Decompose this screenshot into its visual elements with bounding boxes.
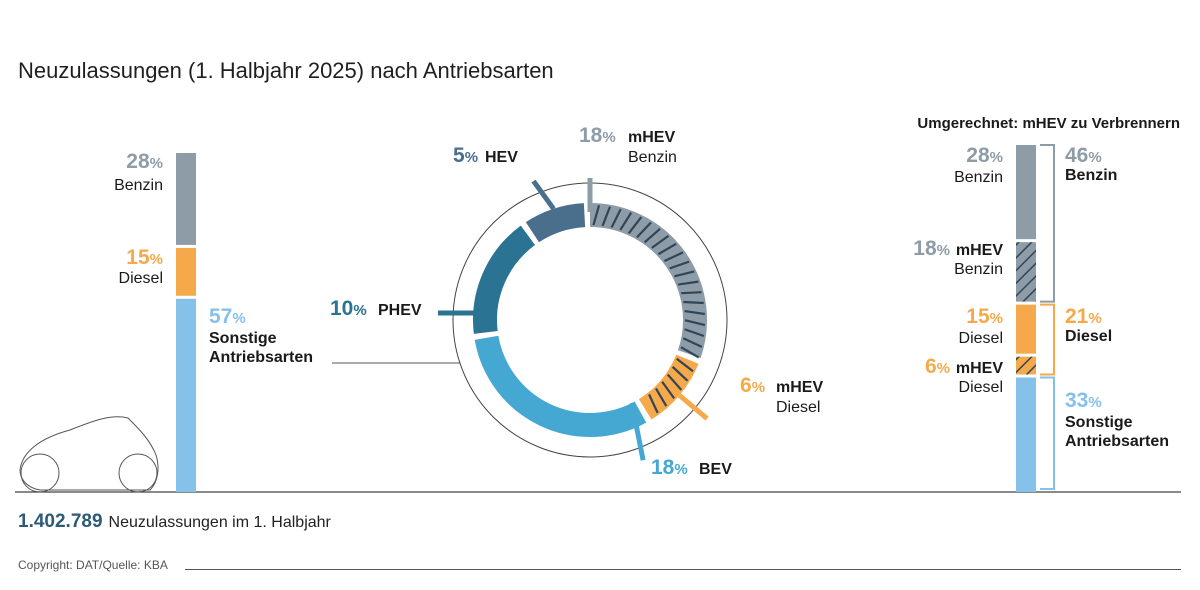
donut-hatch-tick (661, 381, 676, 399)
donut-chart: 18% mHEV Benzin 6% mHEV Diesel 18% BEV 10% PHEV 5%… (330, 124, 823, 479)
donut-hatch-tick (676, 357, 694, 373)
donut-hatch-tick (654, 387, 668, 407)
right-bar-segment-mhev-diesel (1016, 356, 1036, 375)
donut-hatch-tick (592, 205, 601, 226)
right-label-diesel-name: Diesel (959, 330, 1003, 347)
donut-slice-phev (473, 225, 536, 334)
donut-label-mhev-benzin-line2: Benzin (628, 149, 677, 166)
callout-bev (629, 402, 646, 461)
donut-label-hev-line1: HEV (485, 149, 518, 166)
right-label-benzin-pct: 28% (966, 144, 1003, 167)
right-bar-segment-benzin (1016, 145, 1036, 240)
right-label-mhev-diesel-pct: 6% (925, 355, 950, 378)
donut-hatch-tick (683, 300, 704, 305)
right-total-benzin-pct: 46% (1065, 144, 1102, 167)
right-bar-segment-sonstige (1016, 377, 1036, 492)
right-label-mhev-benzin-pct: 18% (913, 237, 950, 260)
right-total-diesel-pct: 21% (1065, 305, 1102, 328)
donut-hatch-tick (671, 366, 689, 382)
donut-hatch-tick (648, 393, 659, 414)
donut-label-mhev-benzin-line1: mHEV (628, 129, 675, 146)
donut-slice-hev (525, 203, 586, 243)
right-label-benzin-name: Benzin (954, 169, 1003, 186)
copyright-rule (185, 569, 1181, 570)
donut-label-phev-pct: 10% (330, 297, 367, 320)
donut-hatch-tick (677, 280, 699, 286)
car-outline-icon (19, 416, 159, 493)
donut-hatch-tick (663, 251, 684, 262)
donut-hatch-tick (684, 309, 705, 316)
left-label-sonstige-line2: Antriebsarten (209, 349, 313, 366)
right-total-sonstige-line2: Antriebsarten (1065, 433, 1169, 450)
right-label-mhev-benzin-line2: Benzin (954, 261, 1003, 278)
donut-hatch-tick (684, 328, 705, 338)
right-total-sonstige-line1: Sonstige (1065, 414, 1133, 431)
donut-hatch-tick (674, 270, 695, 278)
donut-label-phev-line1: PHEV (378, 302, 422, 319)
donut-label-mhev-diesel-pct: 6% (740, 374, 765, 397)
donut-hatch-tick (651, 235, 670, 249)
donut-hatch-tick (627, 216, 643, 234)
callout-hev (531, 179, 556, 211)
left-bar-segment (176, 247, 196, 296)
right-bar-segment-diesel (1016, 304, 1036, 354)
total-label: Neuzulassungen im 1. Halbjahr (108, 514, 331, 531)
donut-hatch-tick (619, 212, 633, 231)
page-title: Neuzulassungen (1. Halbjahr 2025) nach A… (18, 58, 554, 83)
donut-hatch-tick (682, 337, 703, 348)
donut-slice-bev (474, 335, 647, 437)
donut-label-hev-pct: 5% (453, 144, 478, 167)
left-bar-segment (176, 298, 196, 492)
right-label-mhev-diesel-line2: Diesel (959, 379, 1003, 396)
right-bar-segment-mhev-benzin (1016, 242, 1036, 302)
left-stacked-bar: 28% Benzin 15%Diesel 57% Sonstige Antriebsart… (114, 150, 460, 492)
total-count: 1.402.789 (18, 511, 103, 532)
left-label-benzin-name: Benzin (114, 177, 163, 194)
left-label-diesel-pct: 15% (126, 246, 163, 269)
callout-mhev-diesel (677, 393, 709, 421)
donut-hatch-tick (669, 260, 690, 270)
bracket-diesel (1040, 303, 1055, 376)
bracket-sonstige (1040, 376, 1055, 490)
donut-hatch-tick (601, 206, 611, 227)
right-total-diesel-name: Diesel (1065, 328, 1112, 345)
donut-slice-mhev-benzin (589, 203, 707, 358)
donut-label-mhev-diesel-line2: Diesel (776, 399, 820, 416)
right-label-diesel-pct: 15% (966, 305, 1003, 328)
left-label-diesel-name: Diesel (119, 270, 163, 287)
donut-hatch-tick (680, 346, 700, 359)
donut-label-bev-pct: 18% (651, 456, 688, 479)
left-bar-segment (176, 153, 196, 245)
donut-hatch-tick (643, 227, 661, 244)
left-label-sonstige-line1: Sonstige (209, 330, 277, 347)
right-total-sonstige-pct: 33% (1065, 389, 1102, 412)
copyright: Copyright: DAT/Quelle: KBA (18, 558, 168, 572)
donut-hatch-tick (610, 208, 622, 228)
donut-label-mhev-diesel-line1: mHEV (776, 379, 823, 396)
footer-total: 1.402.789 Neuzulassungen im 1. Halbjahr (18, 511, 331, 533)
left-label-sonstige-pct: 57% (209, 305, 246, 328)
left-label-benzin-pct: 28% (126, 150, 163, 173)
bracket-benzin (1040, 144, 1055, 303)
donut-hatch-tick (681, 291, 702, 295)
donut-hatch-tick (666, 373, 683, 391)
donut-hatch-tick (684, 319, 706, 327)
donut-hatch-tick (657, 242, 677, 256)
converted-heading: Umgerechnet: mHEV zu Verbrennern (917, 115, 1180, 132)
right-label-mhev-diesel-line1: mHEV (956, 360, 1003, 377)
right-total-benzin-name: Benzin (1065, 167, 1117, 184)
donut-label-mhev-benzin-pct: 18% (579, 124, 616, 147)
donut-label-bev-line1: BEV (699, 461, 732, 478)
right-label-mhev-benzin-line1: mHEV (956, 242, 1003, 259)
donut-hatch-tick (636, 221, 652, 239)
